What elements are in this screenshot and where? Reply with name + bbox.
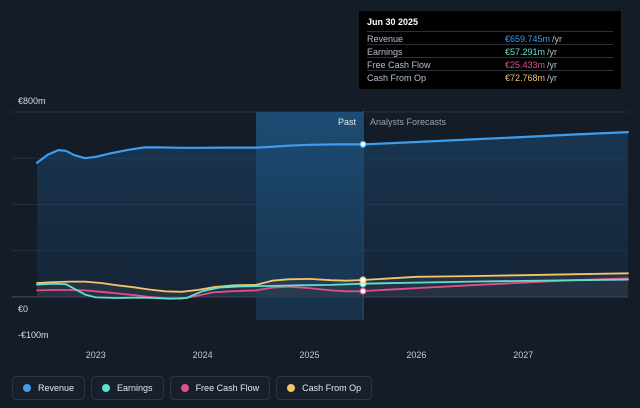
y-tick-label: €800m (18, 96, 46, 106)
x-tick-label: 2025 (300, 350, 320, 360)
legend-item-cash-from-op[interactable]: Cash From Op (276, 376, 373, 400)
tooltip-label: Free Cash Flow (367, 60, 431, 70)
tooltip-row-free-cash-flow: Free Cash Flow €25.433m/yr (367, 57, 613, 71)
series-line-free-cash-flow (36, 277, 629, 300)
tooltip-label: Revenue (367, 34, 404, 44)
legend-dot-icon (102, 384, 111, 392)
legend-label: Earnings (117, 383, 153, 393)
chart-lines (35, 131, 630, 300)
y-tick-label: €0 (18, 304, 28, 314)
tooltip-value: €57.291m/yr (505, 47, 558, 57)
legend-item-free-cash-flow[interactable]: Free Cash Flow (169, 376, 271, 400)
forecast-label: Analysts Forecasts (370, 117, 447, 127)
tooltip-row-cash-from-op: Cash From Op €72.768m/yr (367, 70, 613, 84)
y-tick-label: -€100m (18, 330, 49, 340)
chart-areas (37, 112, 628, 320)
legend-label: Revenue (38, 383, 75, 393)
legend-item-revenue[interactable]: Revenue (12, 376, 86, 400)
tooltip: Jun 30 2025 Revenue €659.745m/yr Earning… (359, 11, 621, 89)
tooltip-row-revenue: Revenue €659.745m/yr (367, 31, 613, 45)
x-tick-label: 2026 (406, 350, 426, 360)
series-line-earnings (36, 278, 629, 300)
tooltip-label: Cash From Op (367, 73, 427, 83)
series-line-revenue (35, 131, 630, 164)
x-tick-label: 2024 (193, 350, 213, 360)
tooltip-date: Jun 30 2025 (367, 17, 419, 27)
chart-labels: €800m €0 -€100m 2023 2024 2025 2026 2027 Past Ana… (18, 96, 533, 360)
tooltip-label: Earnings (367, 47, 403, 57)
tooltip-value: €25.433m/yr (505, 60, 558, 70)
tooltip-value: €72.768m/yr (505, 73, 558, 83)
tooltip-row-earnings: Earnings €57.291m/yr (367, 44, 613, 58)
past-label: Past (338, 117, 357, 127)
marker-free-cash-flow (359, 287, 367, 295)
marker-cash-from-op (359, 276, 367, 284)
legend-dot-icon (287, 384, 296, 392)
chart-markers (359, 140, 367, 295)
x-tick-label: 2027 (513, 350, 533, 360)
legend-label: Free Cash Flow (195, 383, 260, 393)
x-tick-label: 2023 (86, 350, 106, 360)
legend-label: Cash From Op (302, 383, 362, 393)
tooltip-value: €659.745m/yr (505, 34, 563, 44)
legend-dot-icon (23, 384, 31, 392)
legend-dot-icon (180, 384, 189, 392)
legend-item-earnings[interactable]: Earnings (91, 376, 164, 400)
marker-revenue (359, 140, 367, 148)
legend: Revenue Earnings Free Cash Flow Cash Fro… (12, 376, 373, 400)
series-line-cash-from-op (36, 272, 629, 293)
revenue-area (37, 132, 628, 297)
